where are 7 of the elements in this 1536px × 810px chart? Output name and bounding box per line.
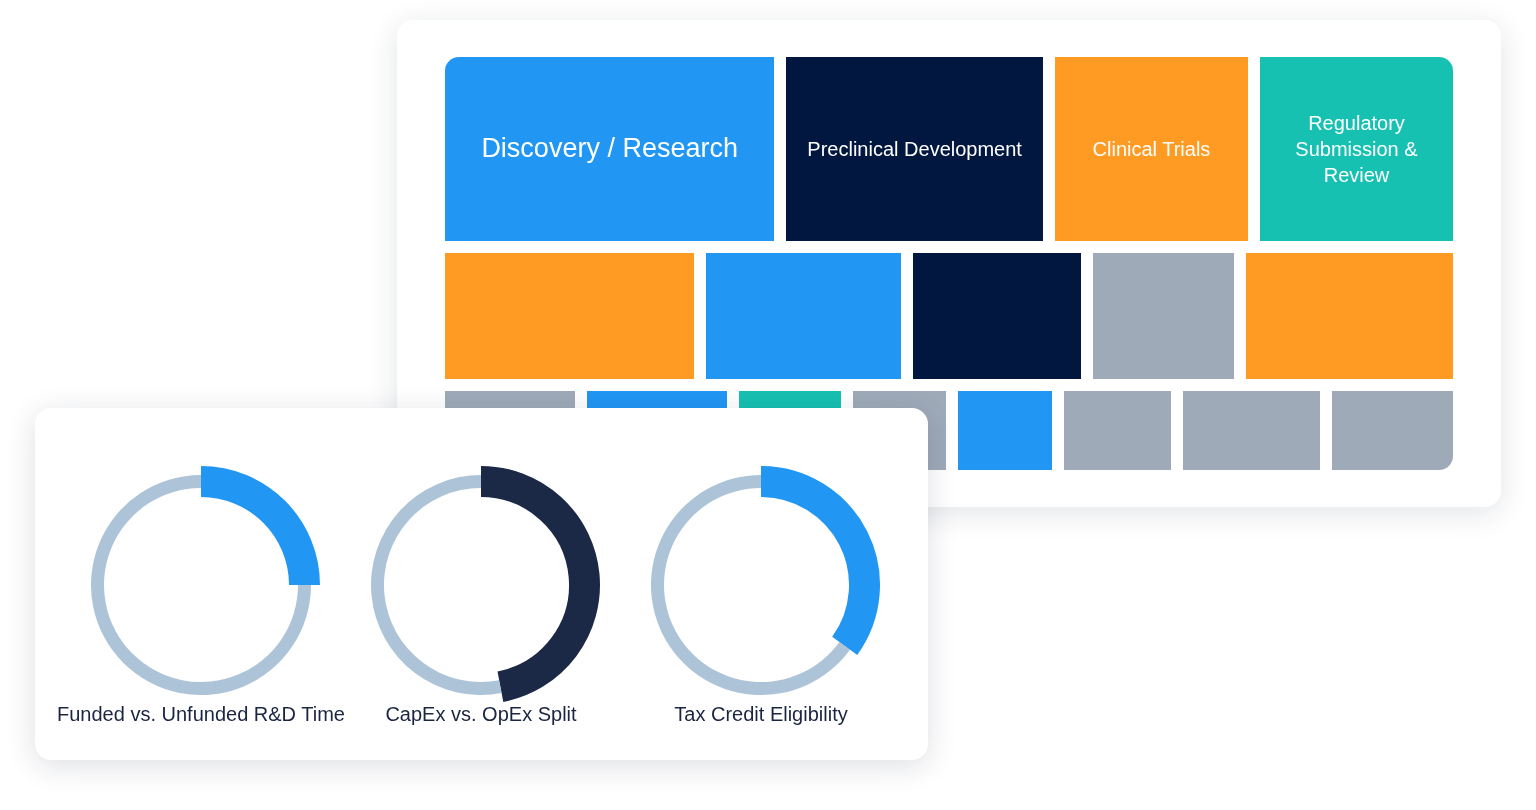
text: CapEx vs. OpEx Split [385,703,577,725]
text: Funded vs. Unfunded R&D Time [56,703,346,726]
category-label: Preclinical Development [807,137,1022,162]
category-label: Discovery / Research [481,132,738,166]
category-label: Regulatory Submission & Review [1294,111,1419,188]
category-label: Clinical Trials [1092,137,1211,162]
text: Tax Credit Eligibility [673,703,849,726]
